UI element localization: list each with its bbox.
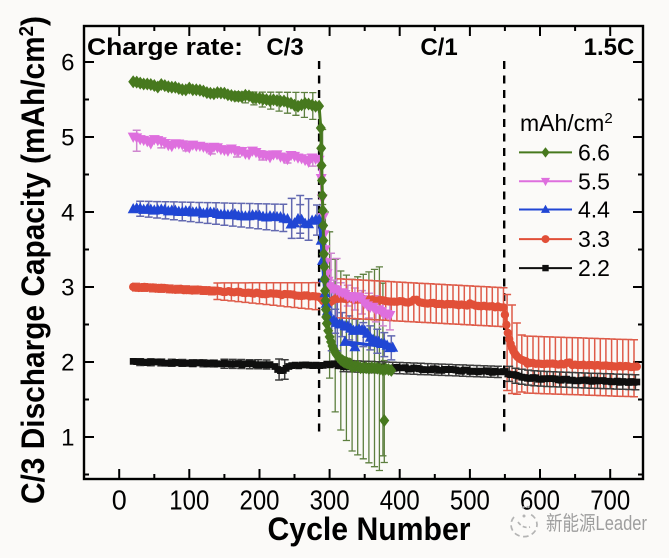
svg-text:新能源Leader: 新能源Leader xyxy=(546,512,647,535)
svg-text:600: 600 xyxy=(520,485,560,516)
svg-text:C/3: C/3 xyxy=(266,34,303,61)
svg-text:3: 3 xyxy=(61,275,74,302)
svg-text:Cycle Number: Cycle Number xyxy=(268,511,471,547)
svg-text:5: 5 xyxy=(61,125,74,152)
svg-text:6: 6 xyxy=(61,50,74,77)
svg-text:C/1: C/1 xyxy=(420,34,457,61)
svg-text:C/3 Discharge Capacity (mAh/cm: C/3 Discharge Capacity (mAh/cm2) xyxy=(15,16,51,504)
svg-text:300: 300 xyxy=(310,485,350,516)
svg-text:0: 0 xyxy=(112,485,127,516)
svg-text:4.4: 4.4 xyxy=(578,197,610,223)
svg-text:400: 400 xyxy=(380,485,420,516)
svg-text:700: 700 xyxy=(590,485,630,516)
svg-text:Charge rate:: Charge rate: xyxy=(87,34,243,61)
svg-text:5.5: 5.5 xyxy=(578,168,610,194)
svg-text:1.5C: 1.5C xyxy=(584,34,635,61)
svg-text:100: 100 xyxy=(169,485,209,516)
svg-text:3.3: 3.3 xyxy=(578,226,610,252)
svg-text:200: 200 xyxy=(240,485,280,516)
svg-text:500: 500 xyxy=(450,485,490,516)
svg-text:mAh/cm2: mAh/cm2 xyxy=(520,110,613,136)
svg-text:2.2: 2.2 xyxy=(578,255,610,281)
svg-text:4: 4 xyxy=(61,200,74,227)
svg-text:2: 2 xyxy=(61,350,74,377)
svg-text:6.6: 6.6 xyxy=(578,139,610,165)
svg-text:1: 1 xyxy=(61,425,74,452)
